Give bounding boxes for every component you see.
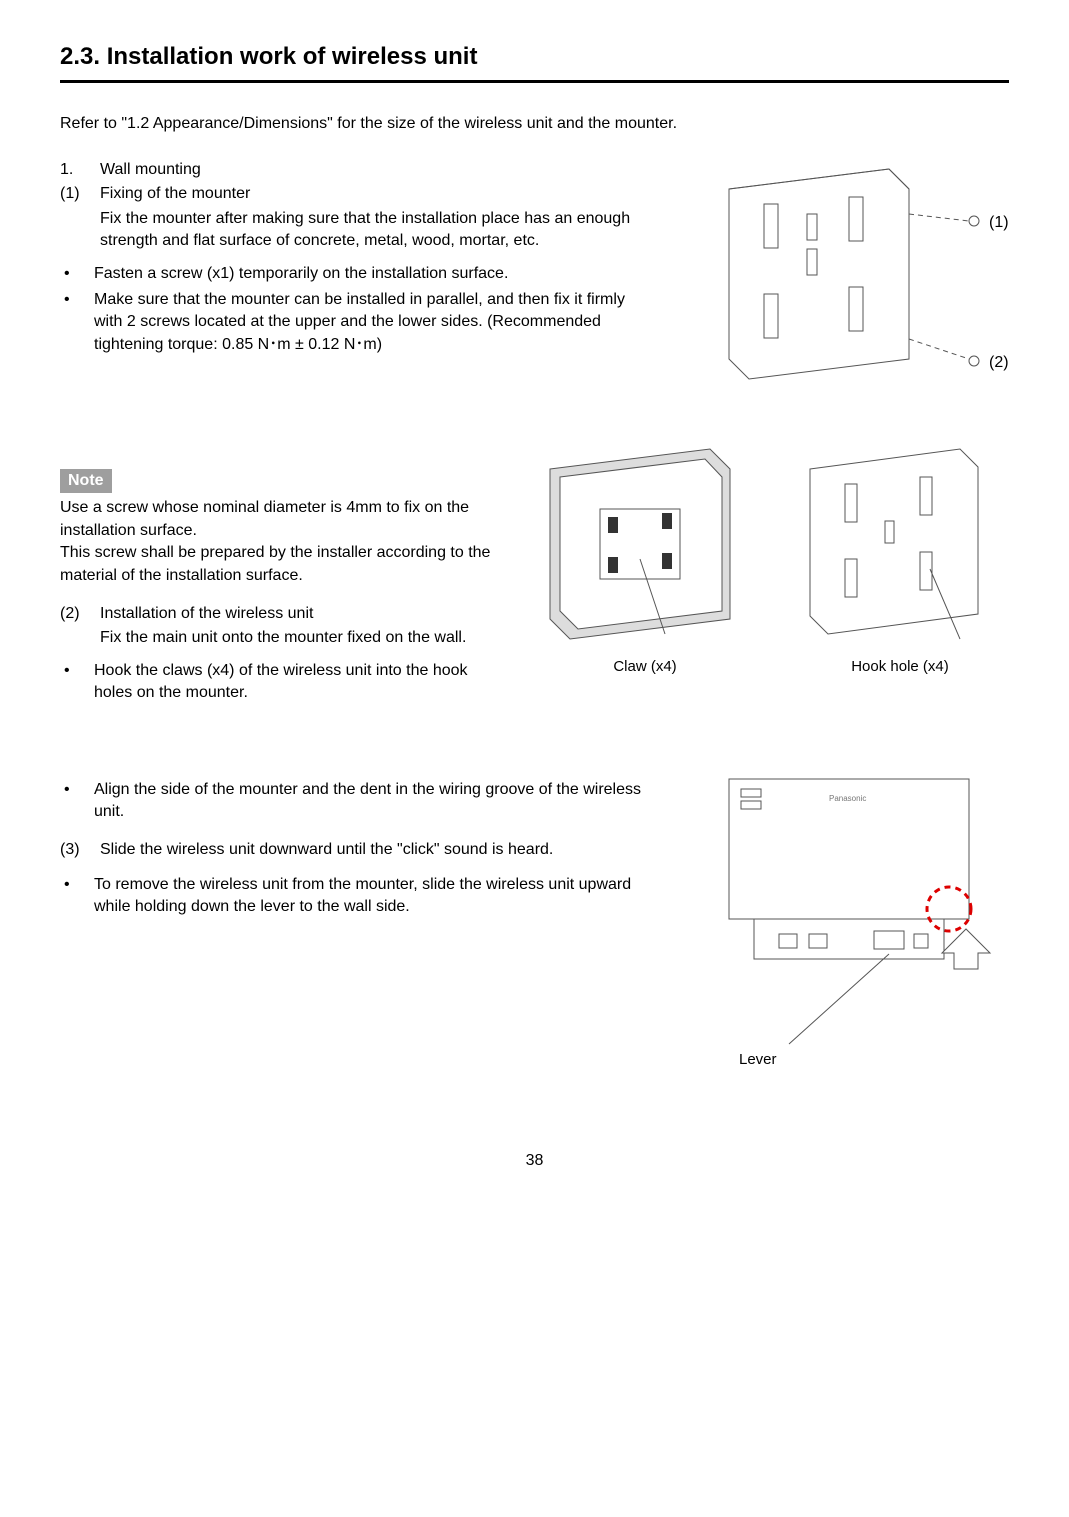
intro-text: Refer to "1.2 Appearance/Dimensions" for… — [60, 113, 1009, 135]
step-1-num: 1. — [60, 159, 100, 181]
bullet-text: Align the side of the mounter and the de… — [94, 779, 659, 824]
step-1-1-txt: Fixing of the mounter — [100, 183, 649, 205]
step-1-1: (1) Fixing of the mounter — [60, 183, 649, 205]
figure-mounter-with-screws: (1) (2) — [679, 159, 1009, 419]
svg-text:Panasonic: Panasonic — [829, 794, 866, 803]
section-title: 2.3. Installation work of wireless unit — [60, 40, 1009, 83]
bullet-text: Hook the claws (x4) of the wireless unit… — [94, 660, 500, 705]
bullet-text: To remove the wireless unit from the mou… — [94, 874, 659, 919]
figure-mounter-hook-holes — [790, 439, 1010, 649]
step-1-3-num: (3) — [60, 839, 100, 861]
step-1-1-bullets: •Fasten a screw (x1) temporarily on the … — [60, 263, 649, 357]
note-badge: Note — [60, 469, 112, 493]
fig1-callout-1: (1) — [989, 214, 1009, 231]
step-1-2-bullets-a: •Hook the claws (x4) of the wireless uni… — [60, 660, 500, 705]
step-1-2-desc: Fix the main unit onto the mounter fixed… — [100, 627, 500, 649]
step-1-2-num: (2) — [60, 603, 100, 625]
list-item: •Make sure that the mounter can be insta… — [60, 289, 649, 356]
step-1-2-bullets-b: •Align the side of the mounter and the d… — [60, 779, 659, 824]
bullet-icon: • — [60, 779, 94, 824]
step-1-3-txt: Slide the wireless unit downward until t… — [100, 839, 659, 861]
bullet-text: Fasten a screw (x1) temporarily on the i… — [94, 263, 649, 285]
figure-unit-front-lever: Panasonic — [699, 769, 999, 1059]
list-item: •Hook the claws (x4) of the wireless uni… — [60, 660, 500, 705]
step-1-txt: Wall mounting — [100, 159, 649, 181]
step-1: 1. Wall mounting — [60, 159, 649, 181]
note-body-2: This screw shall be prepared by the inst… — [60, 542, 500, 587]
list-item: •To remove the wireless unit from the mo… — [60, 874, 659, 919]
step-1-1-num: (1) — [60, 183, 100, 205]
step-1-3-bullets: •To remove the wireless unit from the mo… — [60, 874, 659, 919]
step-1-3: (3) Slide the wireless unit downward unt… — [60, 839, 659, 861]
step-1-2-txt: Installation of the wireless unit — [100, 603, 500, 625]
note-body-1: Use a screw whose nominal diameter is 4m… — [60, 497, 500, 542]
bullet-text: Make sure that the mounter can be instal… — [94, 289, 649, 356]
step-1-2: (2) Installation of the wireless unit — [60, 603, 500, 625]
bullet-icon: • — [60, 263, 94, 285]
bullet-icon: • — [60, 660, 94, 705]
fig2-label-hook-hole: Hook hole (x4) — [790, 656, 1010, 677]
list-item: •Align the side of the mounter and the d… — [60, 779, 659, 824]
bullet-icon: • — [60, 874, 94, 919]
page-number: 38 — [60, 1150, 1009, 1172]
fig3-label-lever: Lever — [739, 1049, 777, 1070]
step-1-1-desc: Fix the mounter after making sure that t… — [100, 208, 649, 253]
fig1-callout-2: (2) — [989, 354, 1009, 371]
list-item: •Fasten a screw (x1) temporarily on the … — [60, 263, 649, 285]
fig2-label-claw: Claw (x4) — [530, 656, 760, 677]
figure-wireless-unit-claws — [530, 439, 760, 649]
bullet-icon: • — [60, 289, 94, 356]
note-block: Note Use a screw whose nominal diameter … — [60, 469, 500, 587]
